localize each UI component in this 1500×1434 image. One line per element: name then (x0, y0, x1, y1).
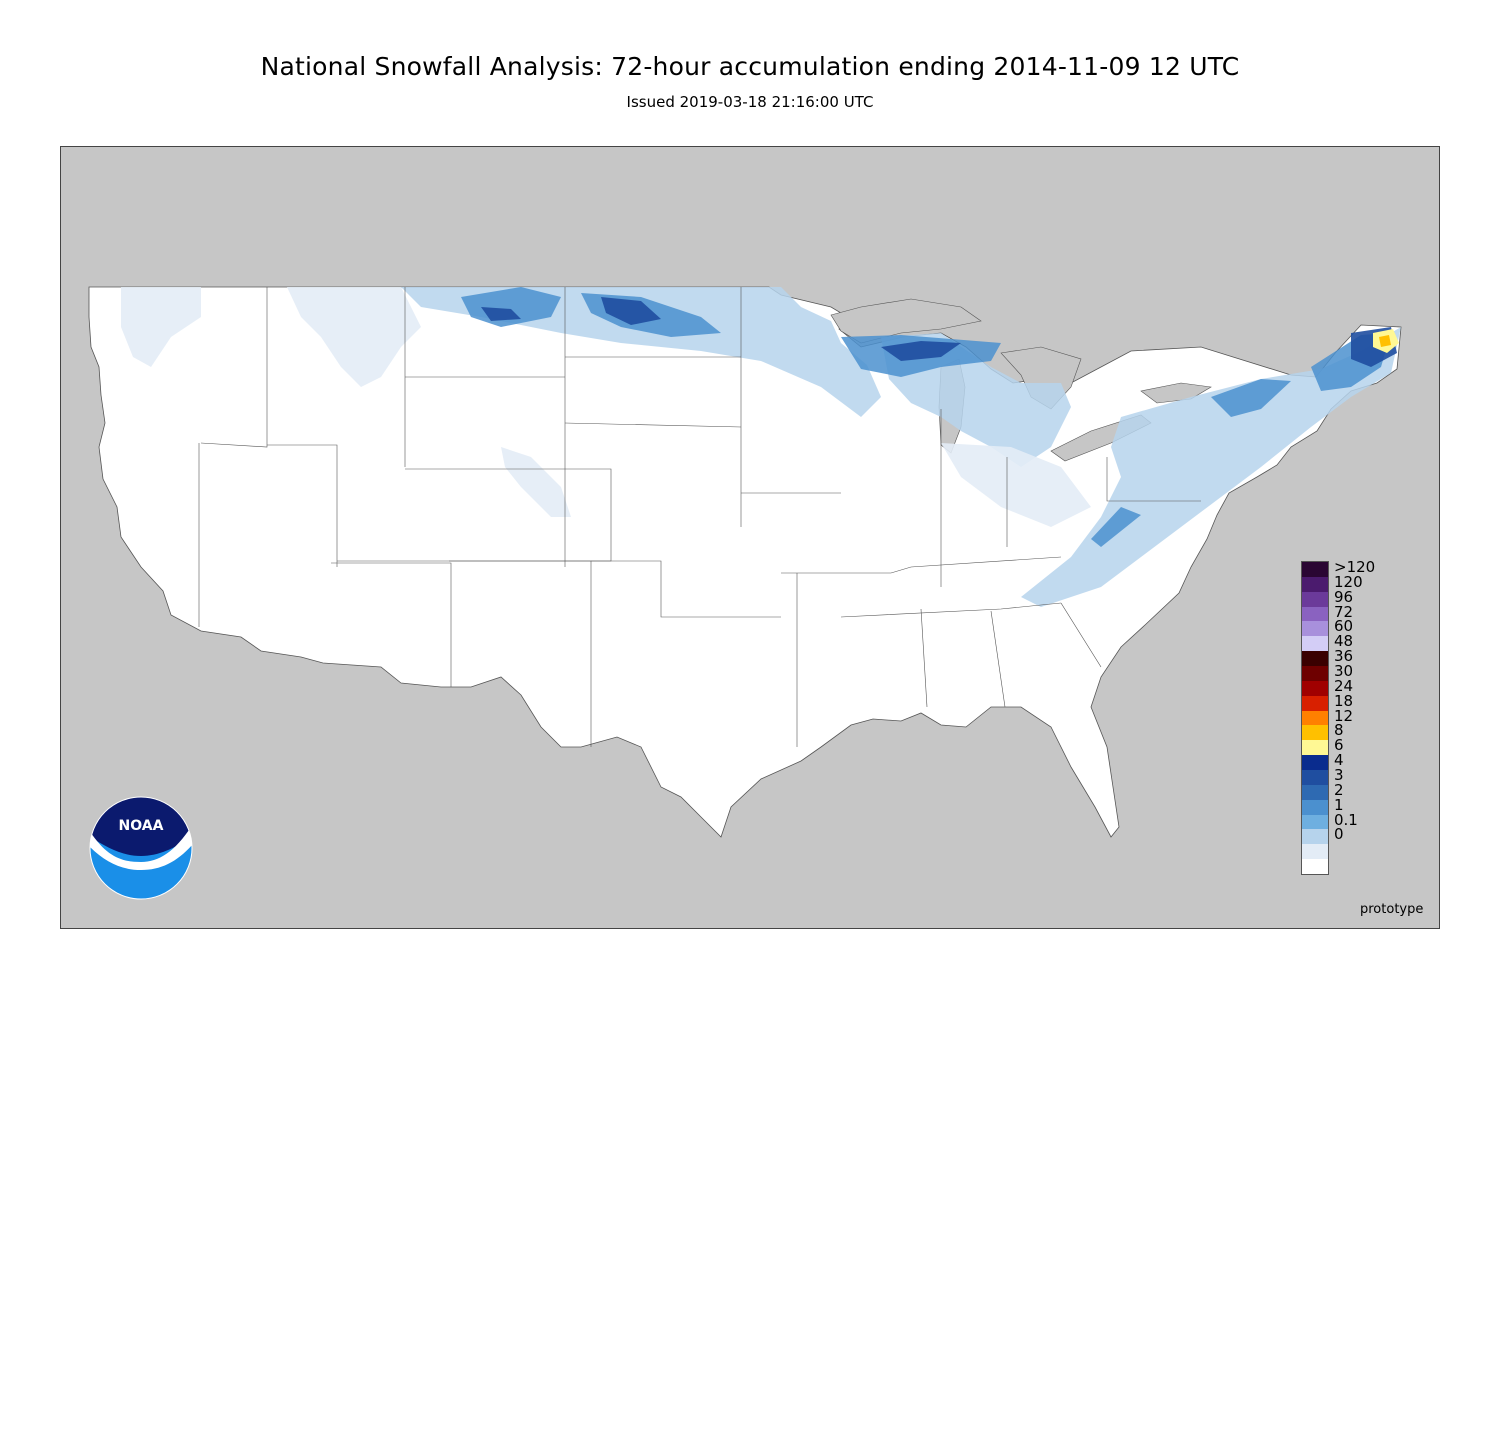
legend-swatch (1302, 666, 1328, 682)
legend-bin-label: 6 (1334, 736, 1344, 755)
conus-landmass (88, 286, 1402, 838)
legend-bin-label: 8 (1334, 721, 1344, 740)
legend-bin-label: 120 (1334, 572, 1363, 591)
legend-bin-label: 48 (1334, 632, 1354, 651)
map-svg (61, 147, 1439, 928)
legend-swatch (1302, 740, 1328, 756)
prototype-label: prototype (1360, 902, 1424, 917)
legend-bin-label: 1 (1334, 795, 1344, 814)
logo-bird-icon (90, 824, 192, 870)
legend-bin-label: 4 (1334, 751, 1344, 770)
legend-bin-label: 24 (1334, 676, 1354, 695)
legend-bin-label: 0.1 (1334, 810, 1358, 829)
lake-ontario (1140, 382, 1212, 404)
legend-swatch (1302, 562, 1328, 578)
snowfall-legend-colorbar (1301, 561, 1329, 875)
legend-swatch (1302, 651, 1328, 667)
legend-swatch (1302, 695, 1328, 712)
legend-bin-label: 2 (1334, 780, 1344, 799)
legend-swatch (1302, 576, 1328, 593)
legend-swatch (1302, 710, 1328, 726)
snowfall-shading (121, 287, 1401, 607)
chart-title: National Snowfall Analysis: 72-hour accu… (260, 52, 1240, 81)
noaa-logo: NOAA (89, 796, 193, 900)
legend-swatch (1302, 680, 1328, 697)
legend-bin-label: 18 (1334, 691, 1354, 710)
legend-bin-label: 60 (1334, 617, 1354, 636)
state-borders (198, 287, 1201, 747)
logo-text: NOAA (119, 818, 164, 834)
legend-swatch (1302, 755, 1328, 771)
legend-bin-label: 36 (1334, 647, 1354, 666)
legend-swatch (1302, 829, 1328, 845)
legend-bin-label: 30 (1334, 662, 1354, 680)
legend-swatch (1302, 770, 1328, 786)
legend-swatch (1302, 844, 1328, 860)
legend-swatch (1302, 814, 1328, 830)
legend-swatch (1302, 621, 1328, 637)
legend-swatch (1302, 591, 1328, 608)
snowfall-map (60, 146, 1440, 929)
legend-swatch (1302, 636, 1328, 652)
legend-swatch (1302, 799, 1328, 816)
legend-bin-label: >120 (1334, 558, 1376, 576)
legend-swatch (1302, 784, 1328, 801)
legend-swatch (1302, 606, 1328, 622)
legend-bin-label: 0 (1334, 825, 1344, 844)
logo-sky (90, 797, 192, 856)
legend-unit: inches (1381, 744, 1399, 804)
legend-bin-label: 12 (1334, 706, 1354, 725)
legend-bin-label: 3 (1334, 766, 1344, 784)
issued-subtitle: Issued 2019-03-18 21:16:00 UTC (626, 93, 874, 111)
legend-bin-label: 72 (1334, 602, 1354, 621)
legend-swatch (1302, 859, 1328, 875)
legend-swatch (1302, 725, 1328, 741)
legend-bin-label: 96 (1334, 587, 1354, 606)
